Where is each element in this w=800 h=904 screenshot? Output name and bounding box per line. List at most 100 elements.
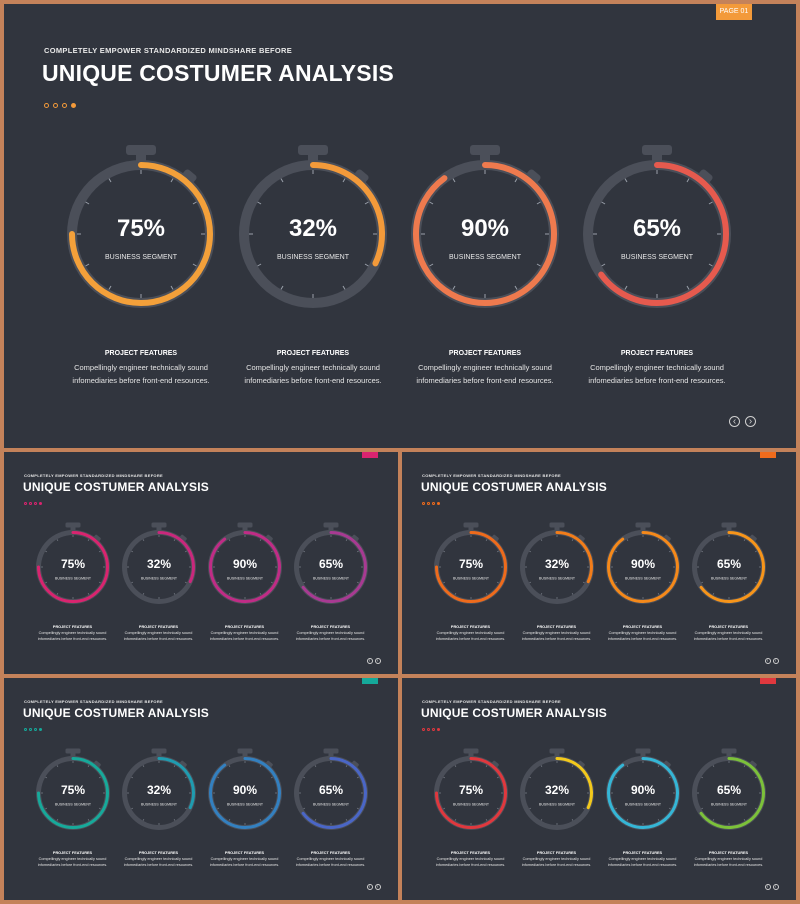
next-slide-button[interactable]: › [374,884,381,890]
stopwatch-face [77,170,205,298]
tick-mark [429,263,434,267]
chevron-left-icon: ‹ [732,415,737,427]
tick-mark [624,178,628,183]
gauge-label: BUSINESS SEGMENT [55,577,92,581]
feature-body-line: Compellingly engineer technically sound [38,631,107,635]
tick-mark [142,818,144,821]
feature-heading: PROJECT FEATURES [310,625,351,629]
prev-slide-button[interactable]: ‹ [764,658,771,664]
tick-mark [442,550,445,553]
tick-mark [257,263,262,267]
tick-mark [130,807,133,810]
tick-mark [582,550,585,553]
feature-body-line: infomediaries before front-end resources… [607,637,678,641]
tick-mark [130,550,133,553]
dot-icon [24,501,27,505]
next-slide-button[interactable]: › [772,884,779,890]
tick-mark [626,592,628,595]
tick-mark [270,776,273,779]
tick-mark [142,592,144,595]
stopwatch-button [549,748,564,754]
stopwatch-gauge: 90% BUSINESS SEGMENT [205,522,285,607]
tick-mark [216,581,219,584]
tick-mark [452,178,456,183]
feature-heading: PROJECT FEATURES [104,350,178,357]
stopwatch-gauge: 32% BUSINESS SEGMENT [517,748,597,833]
next-slide-button[interactable]: › [374,658,381,664]
stopwatch-stem [480,152,490,166]
stopwatch-face [249,170,377,298]
stopwatch-face [610,535,675,599]
tick-mark [345,818,347,821]
tick-mark [228,592,230,595]
stopwatch-stem [328,752,333,759]
tick-mark [626,539,628,542]
stopwatch-gauge: 65% BUSINESS SEGMENT [689,522,769,607]
feature-heading: PROJECT FEATURES [138,625,179,629]
slide-orange: PAGE 01 COMPLETELY EMPOWER STANDARDIZED M… [402,452,796,674]
prev-slide-button[interactable]: ‹ [764,884,771,890]
progress-arc [555,757,593,810]
gauge-label: BUSINESS SEGMENT [453,803,490,807]
stopwatch-gauge: 32% BUSINESS SEGMENT [233,145,393,314]
tick-mark [85,263,90,267]
tick-mark [108,178,112,183]
tick-mark [364,201,369,205]
tick-mark [280,285,284,290]
tick-mark [708,201,713,205]
tick-mark [87,818,89,821]
stopwatch-face [696,761,761,825]
feature-body-line: Compellingly engineer technically sound [522,631,591,635]
gauge-value: 65% [716,783,740,797]
tick-mark [540,592,542,595]
tick-mark [98,776,101,779]
tick-mark [173,818,175,821]
stopwatch-gauge: 75% BUSINESS SEGMENT [431,748,511,833]
chevron-right-icon: › [748,415,753,427]
gauge-value: 65% [318,783,342,797]
tick-mark [712,539,714,542]
progress-arc [699,757,765,829]
tick-mark [571,539,573,542]
prev-slide-button[interactable]: ‹ [729,416,740,427]
next-slide-button[interactable]: › [772,658,779,664]
tick-mark [87,765,89,768]
feature-body-line: Compellingly engineer technically sound [246,363,380,372]
stopwatch-button [463,522,478,528]
gauge-value: 90% [630,557,654,571]
tick-mark [700,776,703,779]
tick-mark [173,592,175,595]
tick-mark [743,592,745,595]
tick-mark [571,765,573,768]
tick-mark [270,807,273,810]
stopwatch-button [151,522,166,528]
tick-mark [528,807,531,810]
stopwatch-button [237,748,252,754]
tick-mark [302,550,305,553]
feature-heading: PROJECT FEATURES [620,350,694,357]
prev-slide-button[interactable]: ‹ [366,658,373,664]
tick-mark [259,592,261,595]
slide-title: UNIQUE COSTUMER ANALYSIS [23,480,209,494]
stopwatch-stem [70,526,75,533]
feature-body-line: infomediaries before front-end resources… [295,863,366,867]
gauge-value: 75% [458,783,482,797]
tick-mark [700,807,703,810]
stopwatch-face [298,761,363,825]
gauge-value: 32% [146,783,170,797]
tick-mark [280,178,284,183]
feature-heading: PROJECT FEATURES [448,350,522,357]
stopwatch-button [298,145,328,155]
feature-body-line: Compellingly engineer technically sound [124,857,193,861]
dot-icon [24,727,27,731]
slide-kicker: COMPLETELY EMPOWER STANDARDIZED MINDSHAR… [24,473,163,478]
progress-arc [157,531,195,584]
stopwatch-stem [156,752,161,759]
next-slide-button[interactable]: › [745,416,756,427]
gauge-label: BUSINESS SEGMENT [141,803,178,807]
tick-mark [743,818,745,821]
tick-mark [668,581,671,584]
tick-mark [98,807,101,810]
prev-slide-button[interactable]: ‹ [366,884,373,890]
slide-title: UNIQUE COSTUMER ANALYSIS [42,60,394,86]
